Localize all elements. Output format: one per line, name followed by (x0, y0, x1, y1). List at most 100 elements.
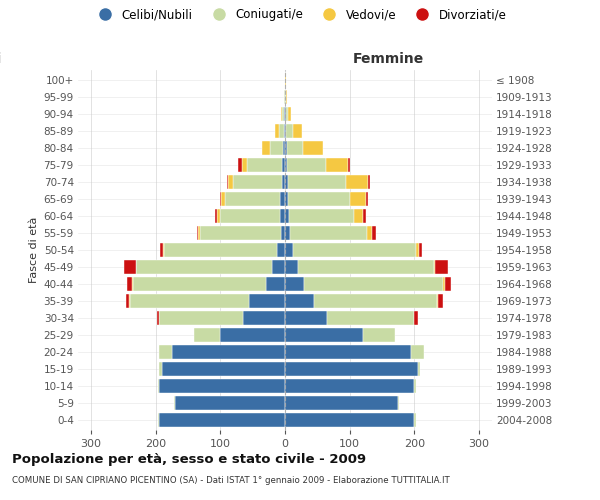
Bar (284, 124, 285, 138)
Bar (126, 294, 129, 308)
Bar (221, 192, 226, 206)
Bar (158, 413, 159, 427)
Bar (220, 192, 221, 206)
Bar (194, 328, 220, 342)
Text: Femmine: Femmine (353, 52, 424, 66)
Bar (285, 277, 304, 291)
Bar (220, 328, 285, 342)
Bar (368, 175, 370, 189)
Bar (288, 192, 350, 206)
Bar (285, 73, 286, 87)
Bar (283, 158, 285, 172)
Bar (437, 294, 443, 308)
Bar (277, 243, 285, 257)
Bar (349, 158, 350, 172)
Bar (159, 311, 243, 325)
Bar (130, 294, 250, 308)
Bar (163, 243, 164, 257)
Bar (434, 260, 435, 274)
Bar (157, 311, 159, 325)
Bar (285, 90, 286, 104)
Y-axis label: Fasce di età: Fasce di età (29, 217, 40, 283)
Bar (159, 379, 285, 393)
Text: Maschi: Maschi (0, 52, 2, 66)
Bar (293, 124, 302, 138)
Bar (159, 413, 285, 427)
Legend: Celibi/Nubili, Coniugati/e, Vedovi/e, Divorziati/e: Celibi/Nubili, Coniugati/e, Vedovi/e, Di… (91, 6, 509, 24)
Bar (285, 345, 411, 359)
Bar (287, 141, 303, 155)
Bar (288, 107, 292, 121)
Bar (247, 158, 283, 172)
Bar (280, 192, 285, 206)
Bar (285, 413, 415, 427)
Bar (284, 90, 285, 104)
Bar (243, 311, 285, 325)
Bar (285, 226, 290, 240)
Bar (197, 226, 199, 240)
Bar (285, 328, 362, 342)
Bar (278, 124, 284, 138)
Bar (285, 294, 314, 308)
Bar (293, 243, 416, 257)
Bar (242, 158, 247, 172)
Bar (285, 396, 398, 410)
Bar (172, 345, 285, 359)
Bar (281, 226, 285, 240)
Bar (314, 294, 437, 308)
Bar (266, 277, 285, 291)
Bar (133, 277, 266, 291)
Text: Popolazione per età, sesso e stato civile - 2009: Popolazione per età, sesso e stato civil… (12, 452, 366, 466)
Bar (227, 175, 228, 189)
Bar (285, 192, 288, 206)
Bar (228, 175, 233, 189)
Bar (327, 311, 415, 325)
Bar (411, 345, 424, 359)
Bar (217, 209, 220, 223)
Bar (199, 226, 200, 240)
Bar (285, 362, 418, 376)
Bar (415, 311, 418, 325)
Bar (289, 209, 353, 223)
Bar (175, 396, 285, 410)
Bar (290, 226, 367, 240)
Bar (398, 396, 400, 410)
Bar (284, 107, 285, 121)
Bar (283, 141, 285, 155)
Bar (287, 175, 346, 189)
Bar (159, 345, 172, 359)
Bar (281, 107, 283, 121)
Bar (270, 141, 283, 155)
Bar (174, 396, 175, 410)
Bar (346, 175, 368, 189)
Bar (285, 260, 298, 274)
Bar (285, 243, 293, 257)
Bar (215, 209, 217, 223)
Bar (418, 362, 420, 376)
Bar (416, 243, 419, 257)
Bar (419, 243, 422, 257)
Bar (164, 243, 277, 257)
Bar (373, 226, 376, 240)
Bar (262, 141, 270, 155)
Bar (353, 209, 363, 223)
Bar (159, 362, 162, 376)
Bar (350, 192, 366, 206)
Bar (285, 141, 287, 155)
Bar (303, 141, 323, 155)
Bar (362, 328, 395, 342)
Bar (415, 413, 416, 427)
Bar (136, 260, 272, 274)
Bar (286, 107, 288, 121)
Bar (127, 277, 133, 291)
Bar (238, 158, 242, 172)
Bar (250, 294, 285, 308)
Bar (298, 260, 434, 274)
Bar (160, 243, 163, 257)
Bar (233, 175, 282, 189)
Bar (304, 277, 443, 291)
Bar (285, 209, 289, 223)
Bar (285, 311, 327, 325)
Bar (366, 192, 368, 206)
Bar (226, 192, 280, 206)
